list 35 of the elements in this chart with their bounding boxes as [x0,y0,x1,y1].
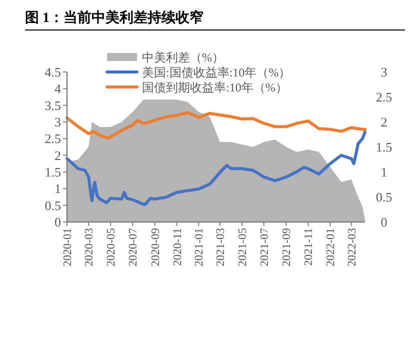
x-tick-label: 2020-07 [128,228,140,266]
y2-tick-label: 3 [380,64,388,80]
x-tick-label: 2020-11 [172,228,184,266]
x-tick-label: 2020-09 [150,228,162,266]
x-tick-label: 2021-05 [236,228,249,266]
x-tick-label: 2021-01 [194,228,206,266]
x-tick-label: 2020-01 [62,228,74,266]
x-tick-label: 2020-05 [106,228,118,266]
y-tick-label: 2.5 [44,131,61,146]
y-tick-label: 1 [54,181,61,196]
x-tick-label: 2021-07 [258,228,271,266]
y2-tick-label: 0 [380,214,388,230]
y2-tick-label: 1.5 [376,140,392,154]
y2-tick-label: 2 [380,114,388,130]
y-tick-label: 0.5 [44,198,61,213]
y-tick-label: 3.5 [44,98,61,113]
y2-tick-label: 0.5 [376,190,392,204]
x-tick-label: 2020-03 [84,228,96,266]
legend-label: 国债到期收益率:10年（%） [142,80,288,94]
y2-tick-label: 2.5 [376,90,392,104]
y-tick-label: 4.5 [44,64,61,80]
y-tick-label: 2 [54,148,61,163]
chart-title: 图 1：当前中美利差持续收窄 [25,9,204,26]
x-tick-label: 2021-03 [214,228,227,266]
x-tick-label: 2021-11 [303,228,316,266]
x-tick-label: 2021-09 [281,228,294,266]
y-tick-label: 4 [54,81,62,96]
legend-label: 美国:国债收益率:10年（%） [142,66,291,80]
y-tick-label: 3 [54,114,61,130]
y-tick-label: 0 [54,214,61,230]
y-tick-label: 1.5 [44,164,61,180]
x-tick-label: 2022-01 [325,228,338,266]
legend-label: 中美利差（%） [142,50,224,64]
y2-tick-label: 1 [380,164,388,180]
x-tick-label: 2022-03 [346,228,358,266]
